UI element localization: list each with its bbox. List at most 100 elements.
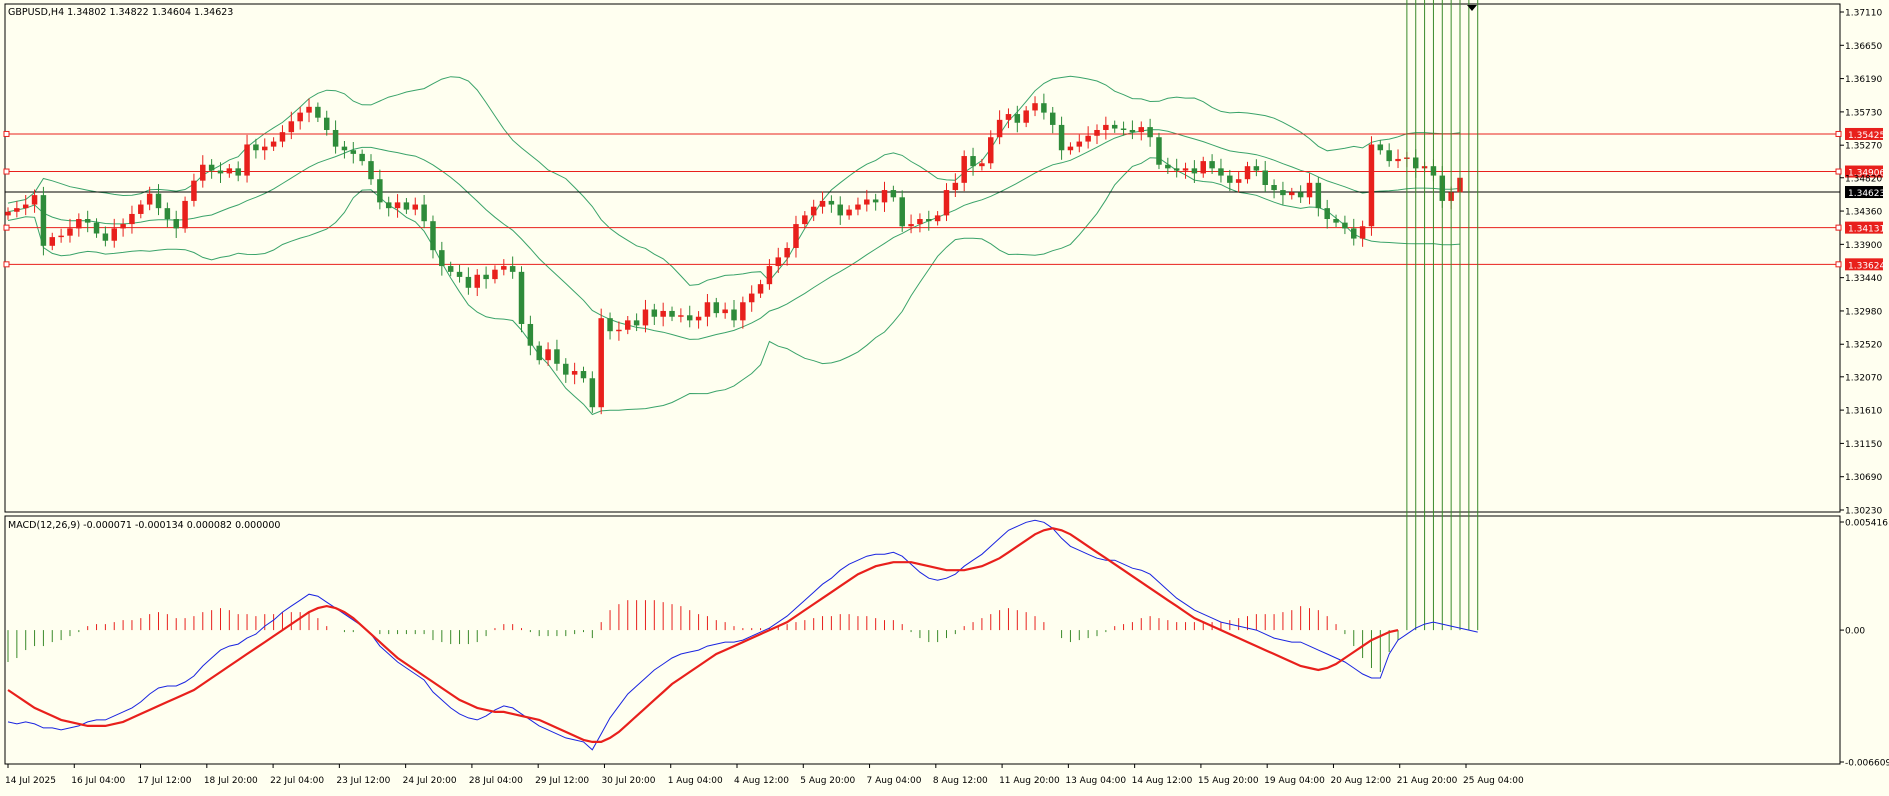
price-tick-label: 1.36650 [1845, 42, 1882, 52]
candle-body [200, 164, 206, 181]
candle-body [996, 119, 1003, 138]
candle-body [1023, 110, 1029, 123]
level-handle[interactable] [3, 261, 10, 268]
candle-body [1209, 161, 1215, 169]
price-tick-label: 1.31610 [1845, 407, 1882, 417]
level-price-tag [1845, 258, 1883, 271]
candle-body [855, 204, 861, 210]
axes: 1.37110 1.36650 1.36190 1.35730 1.35270 1.348… [5, 9, 1889, 787]
candle-body [943, 190, 950, 216]
candle-body [421, 204, 427, 222]
candle-body [740, 302, 746, 321]
level-price-tag [1845, 165, 1883, 178]
candle-body [501, 266, 507, 270]
candle-body [1111, 124, 1118, 129]
time-tick-label: 18 Jul 20:00 [204, 776, 258, 786]
time-tick-label: 14 Jul 2025 [5, 776, 56, 786]
candle-body [76, 219, 82, 229]
candle-body [1173, 168, 1180, 171]
candle-body [279, 132, 286, 142]
candle-body [1315, 182, 1322, 209]
candle-body [377, 179, 383, 203]
time-tick-label: 24 Jul 20:00 [403, 776, 457, 786]
horizontal-levels[interactable]: 1.35425 1.34906 1.34131 1.33624 1.34623 [3, 127, 1885, 271]
candle-body [536, 345, 542, 361]
candle-body [1368, 144, 1375, 227]
candle-body [1395, 158, 1401, 162]
candle-body [1386, 150, 1392, 162]
candle-body [793, 224, 799, 248]
level-handle[interactable] [1835, 168, 1842, 175]
candle-body [1297, 192, 1304, 198]
price-tick-label: 1.32520 [1845, 341, 1882, 351]
candle-body [93, 222, 100, 234]
candle-body [660, 310, 666, 317]
candle-body [518, 271, 525, 324]
candle-body [102, 233, 109, 241]
candle-body [563, 363, 569, 375]
candle-body [509, 266, 516, 272]
time-tick-label: 15 Aug 20:00 [1198, 776, 1259, 786]
level-price-tag [1845, 221, 1883, 234]
candle-body [208, 164, 215, 171]
candle-body [120, 224, 126, 229]
price-tick-label: 1.31150 [1845, 440, 1882, 450]
level-handle[interactable] [3, 168, 10, 175]
candle-body [1156, 137, 1162, 165]
candle-body [474, 274, 480, 288]
candle-body [315, 106, 321, 118]
candle-body [1359, 226, 1366, 239]
chart-shift-marker-icon[interactable] [1467, 5, 1477, 11]
candle-body [810, 206, 817, 216]
candle-body [589, 378, 596, 408]
candle-body [1032, 103, 1038, 111]
price-tick-label: 1.36190 [1845, 75, 1882, 85]
candle-body [439, 250, 445, 267]
candle-body [164, 208, 171, 220]
level-handle[interactable] [1835, 130, 1842, 137]
candle-body [359, 153, 365, 162]
candle-body [350, 150, 357, 154]
time-tick-label: 17 Jul 12:00 [138, 776, 192, 786]
candle-body [988, 137, 994, 164]
signal-line [7, 527, 1399, 743]
time-tick-label: 20 Aug 12:00 [1330, 776, 1391, 786]
candle-body [837, 204, 843, 216]
candle-body [492, 269, 498, 280]
candle-body [1138, 127, 1145, 133]
bollinger-middle-band [7, 129, 1461, 340]
time-tick-label: 5 Aug 20:00 [800, 776, 855, 786]
candle-body [67, 228, 73, 236]
candle-body [1324, 208, 1330, 220]
candle-body [1085, 135, 1091, 142]
candle-body [952, 182, 959, 191]
macd-lines [7, 519, 1478, 751]
candle-body [1377, 144, 1384, 151]
candle-body [598, 318, 604, 408]
level-handle[interactable] [1835, 261, 1842, 268]
candle-body [1005, 114, 1012, 120]
candle-body [1076, 141, 1083, 147]
time-tick-label: 4 Aug 12:00 [734, 776, 789, 786]
candle-body [1014, 114, 1021, 123]
price-tick-label: 1.30690 [1845, 473, 1882, 483]
candle-body [1244, 166, 1251, 180]
level-handle[interactable] [3, 130, 10, 137]
candle-body [669, 310, 675, 317]
level-handle[interactable] [1835, 224, 1842, 231]
frames [4, 3, 1841, 765]
candle-body [828, 200, 835, 205]
time-tick-label: 28 Jul 04:00 [469, 776, 523, 786]
candle-body [616, 329, 622, 332]
candle-body [253, 144, 259, 151]
candle-body [332, 129, 339, 147]
candle-body [226, 168, 233, 174]
level-handle[interactable] [3, 224, 10, 231]
time-tick-label: 21 Aug 20:00 [1397, 776, 1458, 786]
level-price-tag [1845, 127, 1883, 140]
price-tick-label: 1.35730 [1845, 108, 1882, 118]
candle-body [447, 266, 454, 272]
candle-body [872, 199, 879, 203]
